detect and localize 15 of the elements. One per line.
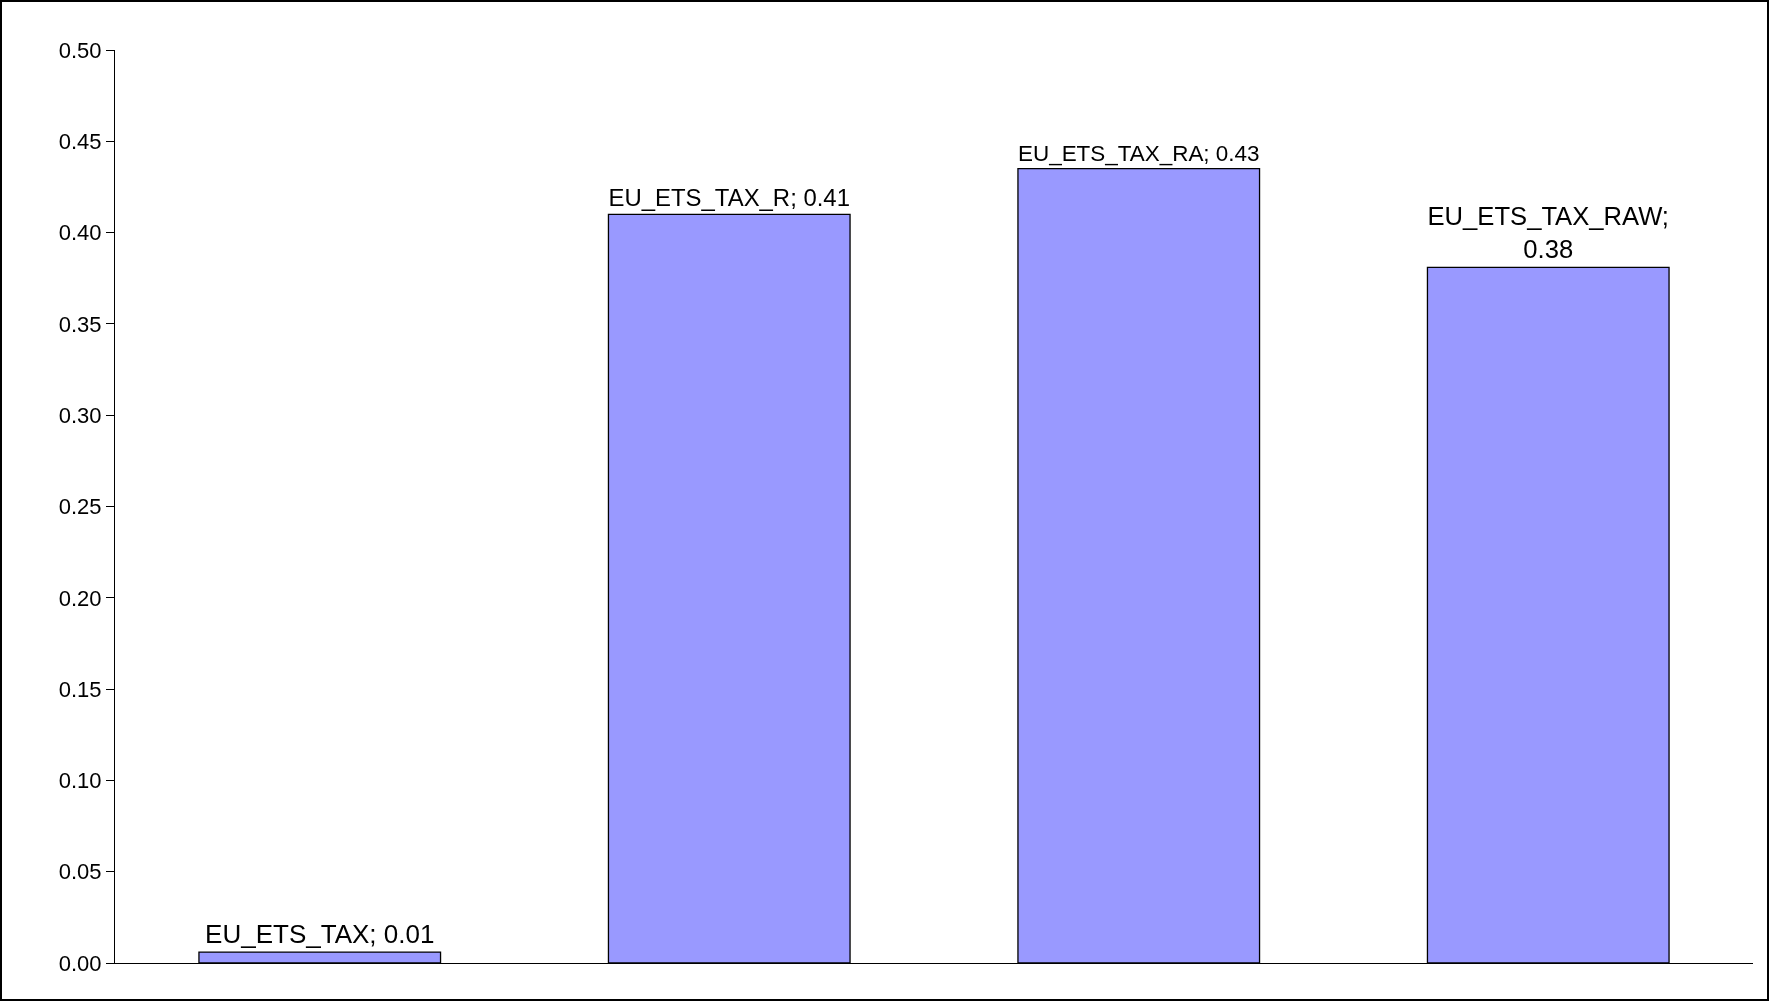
data-label: EU_ETS_TAX_R; 0.41 (608, 183, 850, 211)
data-label: EU_ETS_TAX; 0.01 (205, 919, 435, 950)
y-tick-label: 0.45 (58, 129, 102, 154)
y-tick-label: 0.35 (58, 311, 102, 337)
data-label: EU_ETS_TAX_RA; 0.43 (1017, 140, 1260, 166)
y-tick-label: 0.40 (58, 220, 102, 246)
y-tick-label: 0.10 (58, 768, 102, 794)
y-tick-label: 0.20 (58, 585, 102, 611)
y-tick-label: 0.15 (58, 676, 102, 702)
y-tick-label: 0.00 (58, 950, 102, 976)
y-tick-label: 0.30 (58, 402, 102, 428)
y-tick-label: 0.05 (58, 859, 102, 885)
y-tick-label: 0.50 (58, 37, 102, 63)
y-tick-label: 0.25 (58, 494, 102, 520)
data-label: EU_ETS_TAX_RAW; 0.38 (1427, 202, 1669, 264)
